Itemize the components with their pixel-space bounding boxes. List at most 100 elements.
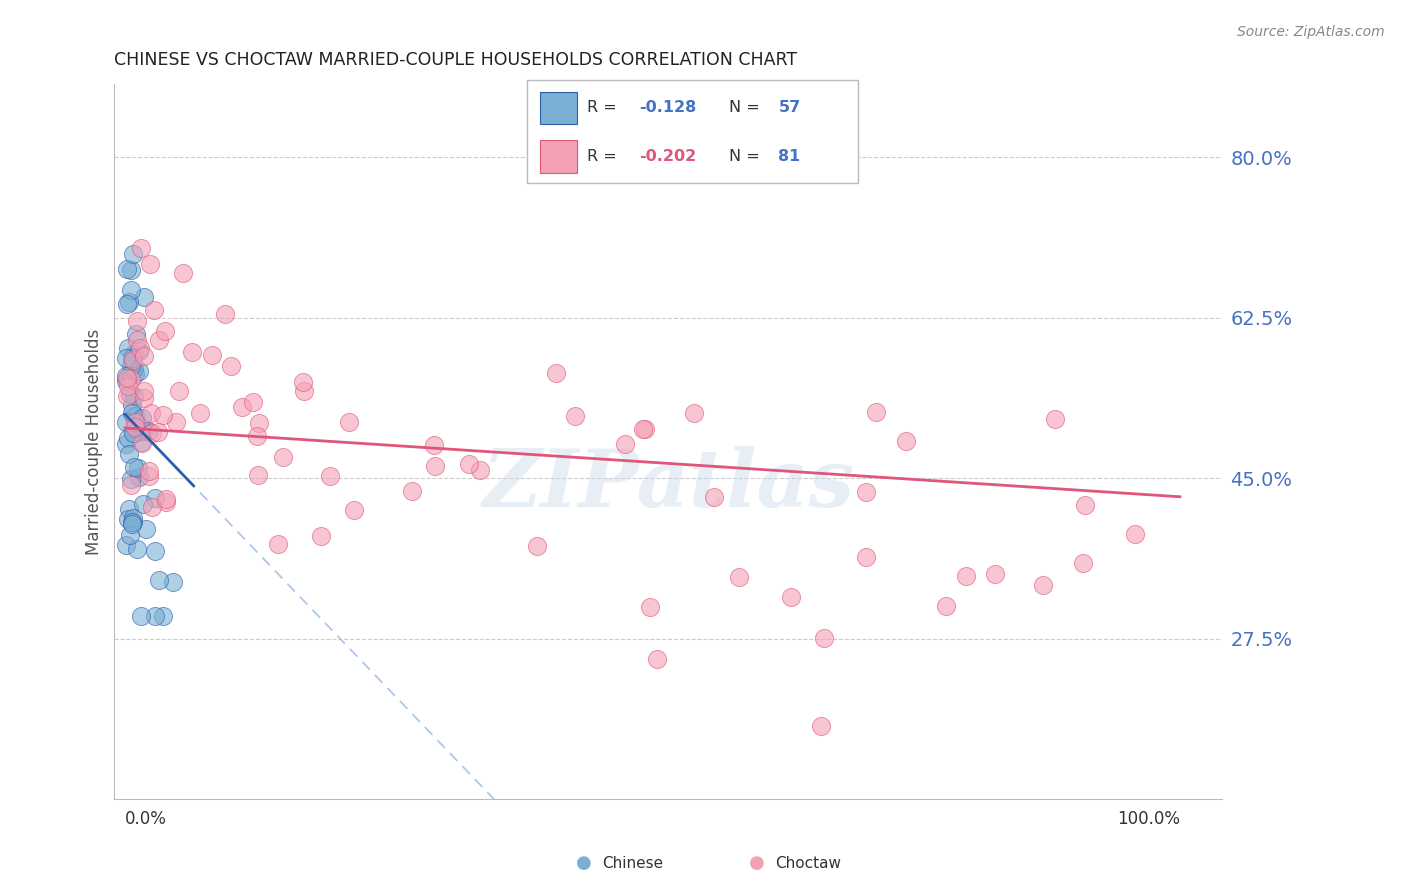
Point bbox=[1043, 412, 1066, 426]
Point bbox=[1071, 557, 1094, 571]
Point bbox=[855, 550, 877, 565]
Point bbox=[955, 568, 977, 582]
Point bbox=[247, 417, 270, 431]
Point bbox=[129, 435, 152, 450]
Text: CHINESE VS CHOCTAW MARRIED-COUPLE HOUSEHOLDS CORRELATION CHART: CHINESE VS CHOCTAW MARRIED-COUPLE HOUSEH… bbox=[114, 51, 797, 69]
Point bbox=[855, 485, 877, 500]
Point bbox=[115, 538, 138, 552]
Point bbox=[117, 512, 139, 526]
Point bbox=[127, 460, 149, 475]
Point bbox=[122, 362, 145, 376]
Point bbox=[115, 437, 138, 451]
Point bbox=[122, 347, 145, 361]
Text: -0.128: -0.128 bbox=[640, 101, 697, 115]
Bar bbox=[540, 140, 576, 173]
Point bbox=[645, 652, 668, 666]
Point bbox=[143, 544, 166, 558]
Point bbox=[401, 483, 423, 498]
Point bbox=[135, 522, 157, 536]
Point bbox=[727, 570, 749, 584]
Point bbox=[134, 384, 156, 399]
Point bbox=[129, 609, 152, 624]
Point bbox=[124, 409, 146, 423]
Point bbox=[120, 528, 142, 542]
Point bbox=[146, 425, 169, 440]
Point bbox=[120, 478, 142, 492]
Point bbox=[141, 500, 163, 514]
Point bbox=[180, 345, 202, 359]
Point bbox=[121, 515, 143, 529]
Text: Source: ZipAtlas.com: Source: ZipAtlas.com bbox=[1237, 25, 1385, 39]
Point bbox=[115, 415, 138, 429]
Text: ZIPatlas: ZIPatlas bbox=[482, 446, 855, 524]
Point bbox=[120, 472, 142, 486]
Point bbox=[165, 415, 187, 429]
Point bbox=[292, 375, 315, 389]
Point bbox=[124, 367, 146, 381]
Point bbox=[246, 468, 269, 483]
Text: ●: ● bbox=[748, 855, 765, 872]
Point bbox=[141, 425, 163, 440]
Point bbox=[152, 408, 174, 422]
Point bbox=[423, 458, 446, 473]
Point bbox=[1123, 527, 1146, 541]
Point bbox=[124, 420, 146, 434]
Text: N =: N = bbox=[728, 101, 765, 115]
Point bbox=[423, 438, 446, 452]
Point bbox=[115, 368, 138, 383]
Point bbox=[188, 406, 211, 420]
Point bbox=[267, 537, 290, 551]
Point bbox=[122, 425, 145, 440]
Point bbox=[128, 343, 150, 358]
Text: 81: 81 bbox=[779, 149, 800, 164]
Point bbox=[120, 263, 142, 277]
Point bbox=[121, 511, 143, 525]
Point bbox=[132, 349, 155, 363]
Point bbox=[125, 541, 148, 556]
Text: Choctaw: Choctaw bbox=[775, 856, 841, 871]
Text: 100.0%: 100.0% bbox=[1116, 810, 1180, 829]
Point bbox=[242, 395, 264, 409]
Point bbox=[201, 348, 224, 362]
Point bbox=[526, 539, 548, 553]
Point bbox=[121, 351, 143, 365]
Point bbox=[122, 362, 145, 376]
Point bbox=[117, 297, 139, 311]
Point bbox=[703, 491, 725, 505]
Point bbox=[683, 406, 706, 420]
Point bbox=[139, 406, 162, 420]
Point bbox=[614, 437, 637, 451]
Point bbox=[127, 333, 149, 347]
Point bbox=[121, 406, 143, 420]
Point bbox=[935, 599, 957, 614]
Point bbox=[546, 366, 568, 380]
Text: Chinese: Chinese bbox=[602, 856, 662, 871]
Point bbox=[138, 464, 160, 478]
Point bbox=[153, 324, 176, 338]
Point bbox=[122, 426, 145, 441]
Point bbox=[129, 241, 152, 255]
Point bbox=[638, 599, 661, 614]
Point bbox=[342, 503, 364, 517]
Y-axis label: Married-couple Households: Married-couple Households bbox=[86, 328, 103, 555]
Point bbox=[813, 631, 835, 645]
Point bbox=[810, 719, 832, 733]
Point bbox=[1074, 498, 1097, 512]
Point bbox=[865, 405, 887, 419]
FancyBboxPatch shape bbox=[527, 80, 858, 183]
Point bbox=[633, 421, 655, 435]
Point bbox=[134, 290, 156, 304]
Bar bbox=[540, 92, 576, 124]
Point bbox=[318, 469, 340, 483]
Point bbox=[115, 374, 138, 388]
Point bbox=[172, 266, 194, 280]
Point bbox=[458, 457, 481, 471]
Point bbox=[148, 333, 170, 347]
Point bbox=[124, 415, 146, 429]
Text: N =: N = bbox=[728, 149, 765, 164]
Point bbox=[118, 447, 141, 461]
Text: R =: R = bbox=[586, 149, 621, 164]
Text: R =: R = bbox=[586, 101, 621, 115]
Point bbox=[125, 313, 148, 327]
Point bbox=[120, 283, 142, 297]
